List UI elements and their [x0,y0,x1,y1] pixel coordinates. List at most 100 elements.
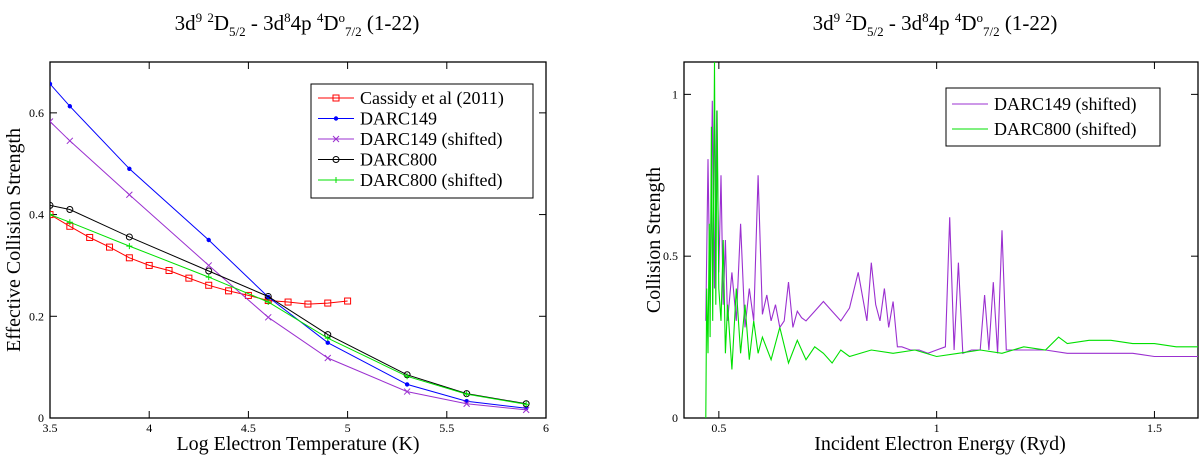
right-title-sup: o [977,10,984,25]
left-data-point-2 [50,118,54,125]
right-title-sup: 8 [922,10,929,25]
left-y-axis-label: Effective Collision Strength [3,128,25,352]
right-legend-label: DARC149 (shifted) [994,94,1137,115]
right-title-part: - 3d [884,11,923,35]
right-title-sub: 5/2 [867,24,884,39]
right-x-tick-label: 0.5 [711,421,726,435]
right-series-layer [705,62,1198,418]
left-data-point-4 [265,299,272,306]
left-title-sup: 8 [284,10,291,25]
right-title-sup: 4 [955,10,962,25]
left-data-point-3 [125,233,133,241]
left-y-tick-label: 0 [38,411,44,425]
left-data-point-1 [206,237,211,243]
left-plot-frame [49,61,547,419]
left-x-tick-label: 4 [146,421,152,435]
left-data-point-2 [522,406,530,414]
left-title-part: - 3d [246,11,285,35]
left-data-point-0 [125,254,133,262]
right-chart-title: 3d9 2D5/2 - 3d84p 4Do7/2 (1-22) [813,10,1058,39]
right-series-0 [705,100,1198,358]
left-title-part: 3d [175,11,197,35]
left-legend-marker [332,135,340,143]
right-title-sup: 9 [834,10,841,25]
left-data-point-0 [145,261,153,269]
right-title-part: 3d [813,11,835,35]
left-series-2 [50,118,530,414]
left-series-line-3 [50,204,527,405]
left-data-point-3 [50,201,54,209]
left-data-point-2 [126,191,133,199]
left-title-sup: 2 [207,10,214,25]
right-title-sup: 2 [845,10,852,25]
left-data-point-0 [185,274,193,282]
left-x-tick-label: 5 [345,421,351,435]
left-x-axis-label: Log Electron Temperature (K) [176,433,419,455]
right-y-tick-label: 0 [672,411,678,425]
left-data-point-2 [403,388,411,395]
right-series-line-0 [705,100,1198,358]
left-legend-marker [333,116,339,121]
left-legend-box [310,83,534,199]
left-data-point-0 [106,243,114,251]
left-data-point-3 [205,267,213,275]
right-x-tick-label: 1.5 [1147,421,1162,435]
left-title-sub: 7/2 [345,24,362,39]
left-data-point-0 [304,300,312,308]
right-y-tick-label: 1 [672,87,678,101]
left-data-point-0 [324,299,332,307]
right-title-part: D [961,11,976,35]
left-series-4 [50,211,530,408]
left-data-point-0 [284,298,292,306]
left-data-point-1 [325,340,330,345]
right-x-tick-label: 1 [934,421,940,435]
left-x-tick-label: 4.5 [241,421,256,435]
left-legend-label: Cassidy et al (2011) [360,88,504,109]
left-data-point-1 [127,166,132,171]
left-data-point-1 [67,104,73,109]
right-y-tick-label: 0.5 [663,249,678,263]
left-y-tick-label: 0.2 [29,309,44,323]
left-series-layer [50,81,530,414]
left-legend-label: DARC149 [360,109,437,129]
left-y-tick-label: 0.6 [29,106,44,120]
left-data-point-0 [86,233,94,241]
right-title-part: 4p [929,11,955,35]
left-title-part: D [214,11,229,35]
left-series-0 [50,211,352,308]
left-legend-label: DARC800 (shifted) [360,170,503,191]
left-legend-marker [333,177,339,183]
left-data-point-4 [324,335,331,342]
right-series-line-1 [705,62,1198,418]
right-axis-ticks: 0.5 1 1.5 0 0.5 1 [663,62,1198,435]
right-title-part: (1-22) [1000,11,1058,35]
left-title-part: 4p [291,11,317,35]
left-legend-label: DARC149 (shifted) [360,129,503,150]
left-title-part: (1-22) [362,11,420,35]
left-data-point-4 [66,219,73,226]
left-data-point-2 [66,137,74,145]
left-series-line-0 [50,214,348,305]
left-chart-title: 3d9 2D5/2 - 3d84p 4Do7/2 (1-22) [175,10,420,39]
left-data-point-2 [463,400,470,408]
left-data-point-4 [50,211,53,218]
left-data-point-2 [324,354,332,362]
left-title-sub: 5/2 [229,24,246,39]
right-x-axis-label: Incident Electron Energy (Ryd) [814,433,1066,455]
left-data-point-0 [225,287,233,295]
left-data-point-0 [205,281,213,289]
left-data-point-4 [404,373,411,380]
left-axis-ticks: 3.5 4 4.5 5 5.5 6 0 0.2 0.4 0.6 [29,62,549,435]
right-series-1 [705,62,1198,418]
left-title-sup: 4 [317,10,324,25]
left-data-point-4 [523,401,530,408]
right-legend-box [945,87,1161,147]
right-chart: 3d9 2D5/2 - 3d84p 4Do7/2 (1-22) 0.5 1 1.50… [643,10,1199,455]
right-legend-label: DARC800 (shifted) [994,119,1137,140]
left-x-tick-label: 6 [543,421,549,435]
left-y-tick-label: 0.4 [29,208,44,222]
left-x-tick-label: 3.5 [43,421,58,435]
left-data-point-0 [344,297,352,305]
